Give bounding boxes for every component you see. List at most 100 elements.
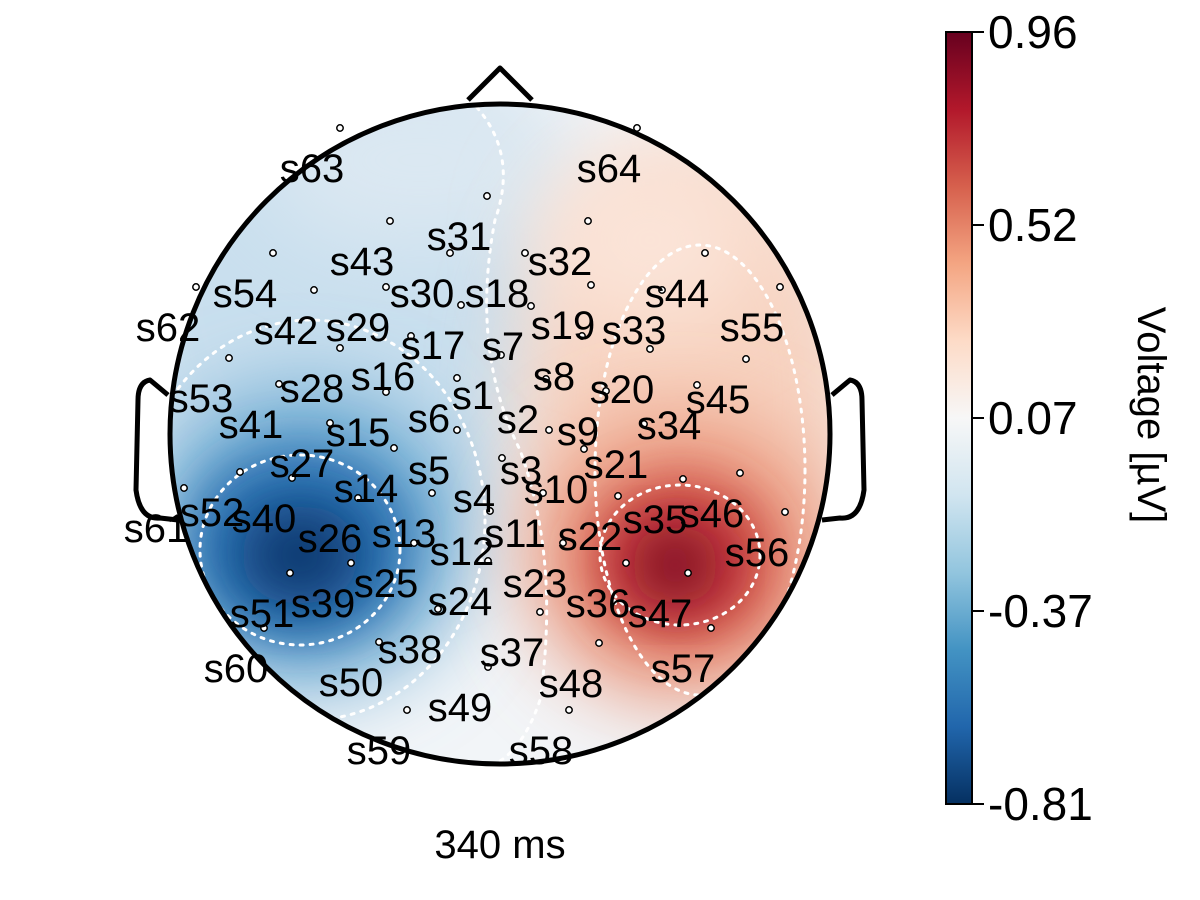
- sensor-marker-s10: [580, 445, 588, 453]
- sensor-marker-s1: [497, 351, 505, 359]
- sensor-label-s35: s35: [623, 498, 688, 542]
- sensor-label-s62: s62: [136, 306, 201, 350]
- sensor-marker-s56: [781, 508, 789, 516]
- sensor-label-s43: s43: [330, 240, 395, 284]
- sensor-marker-s31: [483, 192, 491, 200]
- sensor-label-s49: s49: [428, 686, 493, 730]
- sensor-label-s13: s13: [372, 512, 437, 556]
- sensor-marker-s21: [640, 420, 648, 428]
- sensor-marker-s8: [578, 332, 586, 340]
- sensor-marker-s57: [707, 624, 715, 632]
- sensor-marker-s14: [390, 444, 398, 452]
- sensor-label-s5: s5: [408, 449, 450, 493]
- sensor-marker-s62: [192, 283, 200, 291]
- sensor-marker-s25: [410, 539, 418, 547]
- sensor-marker-s11: [539, 489, 547, 497]
- sensor-marker-s24: [484, 557, 492, 565]
- sensor-marker-s17: [457, 301, 465, 309]
- sensor-marker-s54: [269, 249, 277, 257]
- sensor-marker-s12: [486, 507, 494, 515]
- sensor-marker-s49: [484, 663, 492, 671]
- colorbar-label: Voltage [µV]: [1129, 307, 1173, 524]
- colorbar-tick-label: -0.81: [988, 778, 1093, 830]
- sensor-label-s12: s12: [430, 530, 495, 574]
- sensor-marker-s64: [633, 124, 641, 132]
- sensor-label-s40: s40: [232, 497, 297, 541]
- sensor-marker-s22: [614, 492, 622, 500]
- sensor-label-s48: s48: [539, 662, 604, 706]
- right-ear-outline: [821, 377, 867, 523]
- sensor-label-s17: s17: [401, 324, 466, 368]
- sensor-marker-s46: [736, 469, 744, 477]
- sensor-label-s59: s59: [347, 729, 412, 773]
- colorbar: 0.96 0.52 0.07 -0.37 -0.81 Voltage [µV]: [945, 6, 1173, 830]
- sensor-label-s15: s15: [326, 411, 391, 455]
- sensor-marker-s33: [658, 286, 666, 294]
- sensor-label-s31: s31: [427, 215, 492, 259]
- sensor-marker-s4: [498, 454, 506, 462]
- sensor-marker-s2: [542, 375, 550, 383]
- sensor-marker-s45: [742, 355, 750, 363]
- sensor-marker-s26: [354, 494, 362, 502]
- sensor-label-s39: s39: [291, 582, 356, 626]
- sensor-marker-s27: [326, 419, 334, 427]
- sensor-marker-s23: [559, 539, 567, 547]
- sensor-marker-s55: [776, 283, 784, 291]
- nose-outline: [466, 65, 534, 102]
- sensor-label-s53: s53: [169, 377, 234, 421]
- sensor-marker-s28: [336, 344, 344, 352]
- sensor-label-s55: s55: [720, 306, 785, 350]
- time-label: 340 ms: [434, 823, 565, 867]
- sensor-label-s14: s14: [334, 467, 399, 511]
- sensor-marker-s53: [225, 354, 233, 362]
- sensor-label-s42: s42: [254, 309, 319, 353]
- sensor-marker-s44: [701, 249, 709, 257]
- sensor-marker-s6: [453, 374, 461, 382]
- sensor-marker-s47: [684, 569, 692, 577]
- sensor-label-s58: s58: [509, 729, 574, 773]
- sensor-marker-s7: [527, 302, 535, 310]
- sensor-label-s38: s38: [378, 628, 443, 672]
- sensor-marker-s13: [428, 489, 436, 497]
- sensor-marker-s34: [693, 381, 701, 389]
- sensor-marker-s37: [536, 608, 544, 616]
- sensor-label-s18: s18: [465, 272, 530, 316]
- sensor-label-s56: s56: [725, 531, 790, 575]
- sensor-marker-s61: [180, 484, 188, 492]
- sensor-label-s2: s2: [497, 398, 539, 442]
- sensor-marker-s3: [545, 426, 553, 434]
- sensor-marker-s35: [679, 475, 687, 483]
- sensor-label-s57: s57: [651, 647, 716, 691]
- sensor-markers: [180, 124, 789, 714]
- sensor-label-s44: s44: [645, 272, 710, 316]
- sensor-marker-s38: [434, 605, 442, 613]
- sensor-marker-s36: [622, 559, 630, 567]
- sensor-marker-s59: [403, 706, 411, 714]
- sensor-label-s50: s50: [319, 661, 384, 705]
- sensor-label-s47: s47: [628, 592, 693, 636]
- sensor-label-s54: s54: [213, 272, 278, 316]
- sensor-label-s60: s60: [204, 647, 269, 691]
- sensor-label-s34: s34: [637, 404, 702, 448]
- sensor-label-s46: s46: [680, 492, 745, 536]
- sensor-label-s24: s24: [428, 580, 493, 624]
- sensor-label-s4: s4: [453, 477, 495, 521]
- colorbar-tick-label: 0.07: [988, 392, 1078, 444]
- sensor-label-s23: s23: [503, 562, 568, 606]
- sensor-marker-s63: [336, 124, 344, 132]
- sensor-marker-s19: [587, 281, 595, 289]
- sensor-label-s6: s6: [408, 397, 450, 441]
- sensor-label-s51: s51: [230, 592, 295, 636]
- sensor-label-s32: s32: [528, 240, 593, 284]
- sensor-label-s36: s36: [566, 582, 631, 626]
- sensor-label-s10: s10: [524, 468, 589, 512]
- sensor-marker-s32: [584, 217, 592, 225]
- sensor-label-s37: s37: [480, 631, 545, 675]
- colorbar-tick-label: 0.52: [988, 199, 1078, 251]
- colorbar-gradient: [945, 31, 973, 805]
- head-outline: [133, 65, 867, 767]
- sensor-marker-s58: [565, 706, 573, 714]
- sensor-marker-s18: [521, 249, 529, 257]
- sensor-label-s45: s45: [686, 378, 751, 422]
